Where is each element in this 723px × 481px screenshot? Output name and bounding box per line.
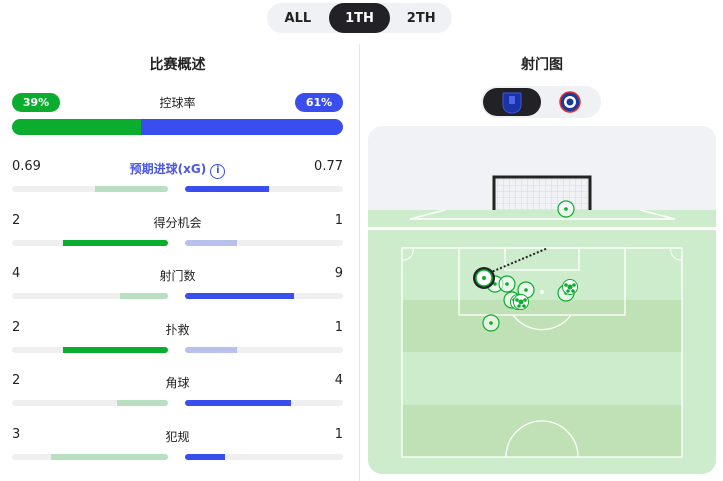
home-stat-bar: [12, 239, 168, 246]
away-stat-bar: [185, 186, 343, 192]
shot-marker[interactable]: [517, 281, 535, 299]
tab-2th[interactable]: 2TH: [406, 10, 436, 26]
away-stat-fill: [185, 239, 238, 246]
stat-label: 角球: [100, 374, 255, 391]
away-stat-value: 1: [334, 426, 343, 442]
away-stat-fill: [185, 293, 295, 299]
goal-shot-marker[interactable]: [513, 294, 529, 310]
away-stat-bar: [185, 346, 343, 353]
possession-label: 控球率: [159, 96, 196, 110]
home-stat-value: 0.69: [12, 159, 41, 174]
stat-label-text: 扑救: [165, 322, 190, 337]
away-stat-fill: [185, 400, 291, 406]
stat-label-text: 犯规: [165, 429, 190, 444]
home-stat-bar: [12, 293, 168, 299]
shot-marker[interactable]: [557, 200, 575, 218]
home-stat-bar: [12, 400, 168, 406]
stat-label: 射门数: [100, 267, 255, 284]
possession-bar: [12, 119, 343, 135]
home-stat-value: 4: [12, 266, 21, 281]
stat-label-text: 射门数: [159, 269, 196, 283]
home-stat-value: 2: [12, 212, 21, 228]
away-stat-value: 1: [334, 212, 343, 228]
away-stat-value: 1: [334, 319, 343, 335]
chelsea-logo-button[interactable]: [541, 88, 599, 116]
away-stat-bar: [185, 239, 343, 246]
period-tabs: ALL 1TH 2TH: [267, 3, 452, 33]
home-stat-bar: [12, 186, 168, 192]
home-stat-fill: [119, 293, 168, 299]
home-stat-value: 3: [12, 426, 21, 442]
home-stat-fill: [63, 346, 168, 353]
shot-map: [368, 126, 716, 478]
tab-all[interactable]: ALL: [284, 10, 312, 26]
stat-label-text: 角球: [165, 376, 190, 390]
shot-marker[interactable]: [473, 267, 495, 289]
home-stat-bar: [12, 453, 168, 460]
team-switch: [481, 86, 601, 118]
away-stat-bar: [185, 400, 343, 406]
chelsea-crest-icon: [559, 91, 581, 113]
stat-label: 预期进球(xG) i: [100, 160, 255, 179]
away-stat-fill: [185, 346, 238, 353]
stat-label-text: 预期进球(xG): [129, 162, 207, 176]
home-possession-fill: [12, 119, 142, 135]
home-stat-bar: [12, 346, 168, 353]
everton-logo-button[interactable]: [483, 88, 541, 116]
stat-label: 得分机会: [100, 214, 255, 231]
away-stat-value: 0.77: [314, 159, 343, 174]
stat-label-text: 得分机会: [153, 215, 202, 230]
away-possession-fill: [141, 119, 343, 135]
away-stat-bar: [185, 293, 343, 299]
tab-1th[interactable]: 1TH: [328, 3, 391, 33]
away-stat-bar: [185, 453, 343, 460]
shotmap-title: 射门图: [521, 57, 563, 73]
overview-title: 比赛概述: [149, 57, 206, 73]
shot-marker[interactable]: [498, 275, 516, 293]
divider: [359, 44, 360, 481]
away-stat-value: 9: [334, 266, 343, 281]
home-stat-value: 2: [12, 373, 21, 388]
home-stat-fill: [63, 239, 168, 246]
stat-label: 犯规: [100, 428, 255, 445]
goal-shot-marker[interactable]: [562, 279, 578, 295]
away-stat-fill: [185, 453, 225, 460]
home-stat-fill: [94, 186, 168, 192]
home-possession-badge: 39%: [12, 93, 60, 112]
away-stat-fill: [185, 186, 269, 192]
shot-marker[interactable]: [482, 314, 500, 332]
everton-crest-icon: [502, 92, 522, 114]
stat-label: 扑救: [100, 321, 255, 338]
home-stat-value: 2: [12, 319, 21, 335]
home-stat-fill: [116, 400, 168, 406]
away-possession-badge: 61%: [295, 93, 343, 112]
away-stat-value: 4: [334, 373, 343, 388]
info-icon[interactable]: i: [210, 164, 226, 179]
home-stat-fill: [51, 453, 168, 460]
